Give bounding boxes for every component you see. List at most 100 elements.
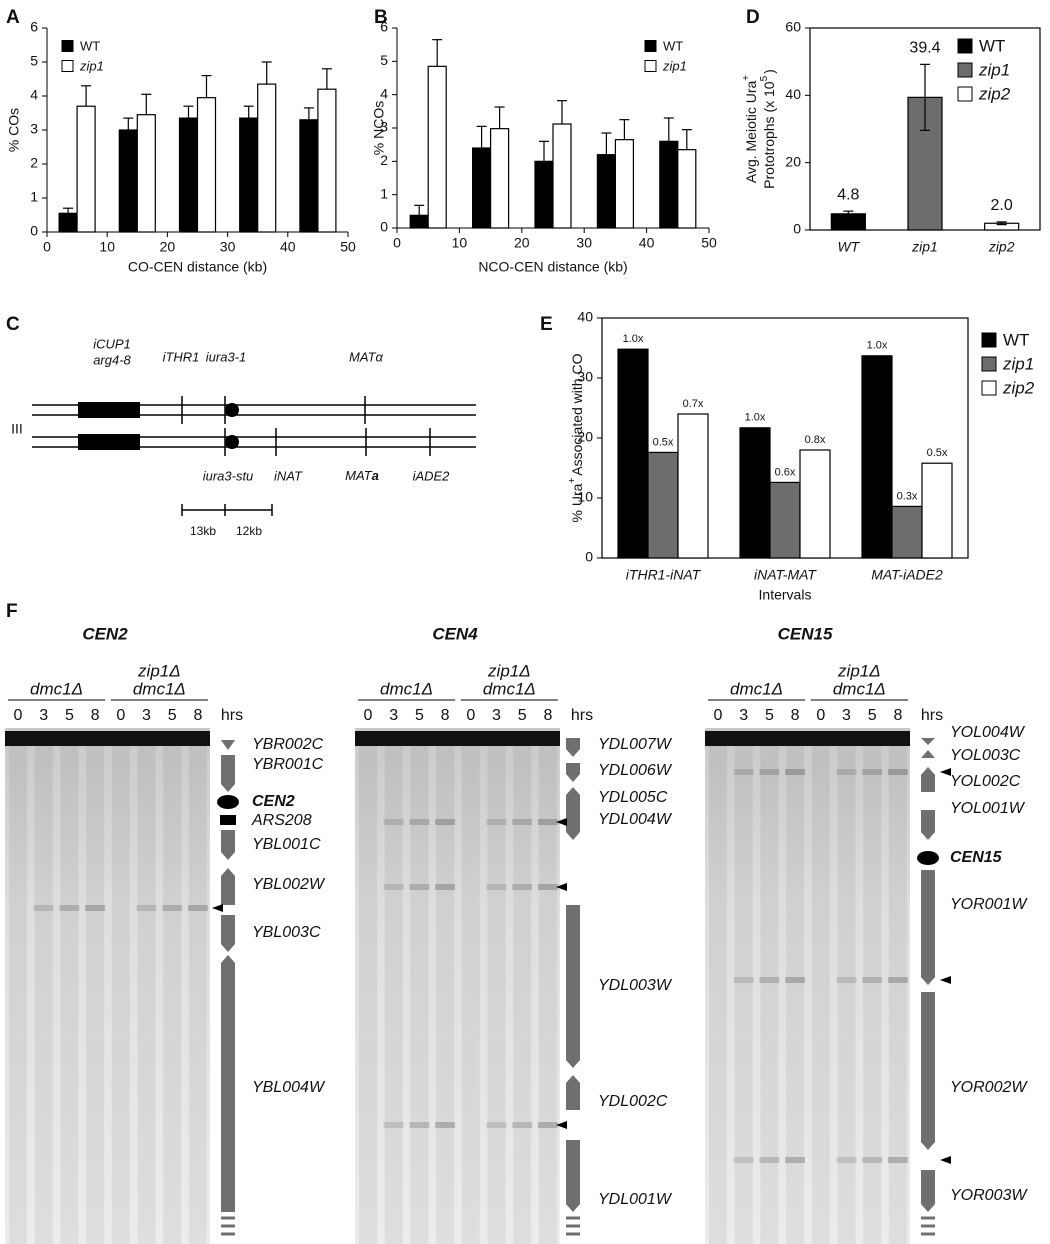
x-tick-label: 20 — [514, 235, 530, 251]
bar — [799, 449, 831, 559]
bar — [659, 140, 679, 229]
gel-image — [705, 728, 910, 1244]
error-bar — [843, 210, 854, 218]
legend-swatch — [61, 40, 74, 52]
fold-label: 1.0x — [623, 333, 644, 345]
legend-label: zip1 — [978, 60, 1010, 79]
gel-band — [136, 905, 157, 911]
lane-label: 5 — [765, 707, 774, 724]
unit-label: hrs — [221, 707, 243, 724]
unit-label: hrs — [921, 707, 943, 724]
x-axis-label: CO-CEN distance (kb) — [128, 259, 267, 275]
y-tick-label: 5 — [30, 53, 38, 69]
gene-arrow — [566, 738, 580, 757]
gel-band — [486, 819, 507, 825]
genotype-label: zip1Δ — [837, 661, 881, 680]
lane-label: 0 — [816, 707, 825, 724]
chromosome-diagram: C III iCUP1 arg4-8 iTHR1 iura3-1 MATα iu… — [6, 314, 476, 538]
locus-label: iura3-stu — [203, 468, 254, 483]
gene-arrow — [221, 740, 235, 750]
gene-arrow — [566, 810, 580, 840]
gel-band — [383, 819, 404, 825]
legend-swatch — [957, 86, 973, 102]
gene-label: YOL002C — [950, 773, 1021, 790]
y-tick-label: 1 — [380, 185, 388, 201]
bar — [490, 128, 510, 229]
panel-letter: C — [6, 314, 20, 335]
genotype-label: dmc1Δ — [30, 679, 83, 698]
x-tick-label: 10 — [452, 235, 468, 251]
y-axis-label: Avg. Meiotic Ura+ — [741, 75, 759, 183]
y-tick-label: 5 — [380, 52, 388, 68]
gene-label: YDL002C — [598, 1093, 668, 1110]
genotype-label: zip1Δ — [487, 661, 531, 680]
band-arrowhead — [940, 768, 951, 776]
y-tick-label: 40 — [785, 86, 801, 102]
lane-label: 3 — [739, 707, 748, 724]
legend-swatch — [957, 38, 973, 54]
x-axis-label: Intervals — [759, 587, 812, 603]
gene-label: YOR002W — [950, 1079, 1028, 1096]
fold-label: 0.5x — [653, 436, 674, 448]
gel-lane — [410, 746, 429, 1244]
gel-band — [409, 819, 430, 825]
gene-arrow — [566, 905, 580, 1068]
band-arrowhead — [556, 1121, 567, 1129]
gel — [355, 728, 560, 1244]
legend-label: WT — [80, 38, 100, 53]
gel-band — [759, 1157, 780, 1163]
fold-label: 0.8x — [805, 434, 826, 446]
locus-label: iADE2 — [413, 468, 451, 483]
gene-label: YDL004W — [598, 811, 673, 828]
y-tick-label: 10 — [577, 489, 593, 505]
gene-label: YDL006W — [598, 762, 673, 779]
genotype-label: dmc1Δ — [730, 679, 783, 698]
data-label: 39.4 — [909, 40, 940, 57]
gel-band — [383, 884, 404, 890]
centromere — [225, 403, 239, 417]
gene-track — [217, 740, 239, 1236]
gel-band — [486, 884, 507, 890]
error-bar — [414, 204, 425, 216]
gel-lane — [60, 746, 79, 1244]
gel-band — [537, 884, 558, 890]
locus-label: MATa — [345, 468, 379, 483]
x-tick-label: 50 — [701, 235, 717, 251]
gel-lane — [461, 746, 480, 1244]
y-tick-label: 30 — [577, 369, 593, 385]
error-bar — [557, 100, 567, 124]
band-arrowhead — [940, 976, 951, 984]
x-tick-label: 30 — [576, 235, 592, 251]
bar — [58, 212, 78, 233]
x-tick-label: iNAT-MAT — [754, 567, 817, 583]
fold-label: 0.6x — [775, 466, 796, 478]
legend-swatch — [981, 380, 997, 396]
bar — [614, 139, 635, 229]
gel-band — [33, 905, 54, 911]
gel-lane — [837, 746, 856, 1244]
y-axis-label: % NCOs — [371, 101, 387, 155]
label-part: % Ura — [569, 483, 585, 522]
locus-label: iura3-1 — [206, 349, 246, 364]
error-bar — [920, 63, 930, 131]
centromere — [917, 851, 939, 865]
y-tick-label: 20 — [577, 429, 593, 445]
x-tick-label: 30 — [220, 239, 236, 255]
y-tick-label: 3 — [380, 119, 388, 135]
gel-band — [785, 977, 806, 983]
gel-lane — [384, 746, 403, 1244]
gel-band — [759, 977, 780, 983]
gel-top-band — [705, 731, 910, 746]
y-tick-label: 20 — [785, 153, 801, 169]
gene-arrow — [566, 1075, 580, 1110]
gel-band — [409, 1122, 430, 1128]
y-tick-label: 3 — [30, 121, 38, 137]
gel-band — [383, 1122, 404, 1128]
lane-label: 5 — [168, 707, 177, 724]
gene-arrow — [221, 915, 235, 952]
legend-swatch — [644, 60, 657, 72]
gene-arrow — [921, 810, 935, 840]
label-part: Prototrophs (x 10 — [761, 81, 777, 189]
lane-label: 5 — [868, 707, 877, 724]
gel-band — [435, 884, 456, 890]
